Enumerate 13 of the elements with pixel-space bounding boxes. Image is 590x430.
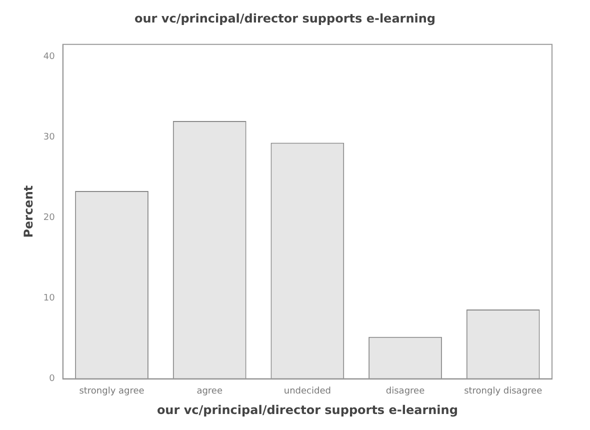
x-tick-label: strongly disagree xyxy=(464,386,543,397)
x-tick-label: disagree xyxy=(386,386,426,397)
y-tick-label: 30 xyxy=(43,132,56,142)
y-tick-label: 20 xyxy=(43,212,56,223)
x-tick-label: undecided xyxy=(284,386,331,397)
y-tick-label: 40 xyxy=(43,52,56,62)
y-tick-label: 10 xyxy=(43,294,56,304)
y-tick-label: 0 xyxy=(49,374,56,384)
y-axis-title: Percent xyxy=(21,185,36,238)
x-tick-label: agree xyxy=(196,386,223,397)
x-tick-label: strongly agree xyxy=(79,386,145,397)
chart-title: our vc/principal/director supports e-learning xyxy=(134,11,436,26)
x-axis-title: our vc/principal/director supports e-learning xyxy=(156,402,458,417)
